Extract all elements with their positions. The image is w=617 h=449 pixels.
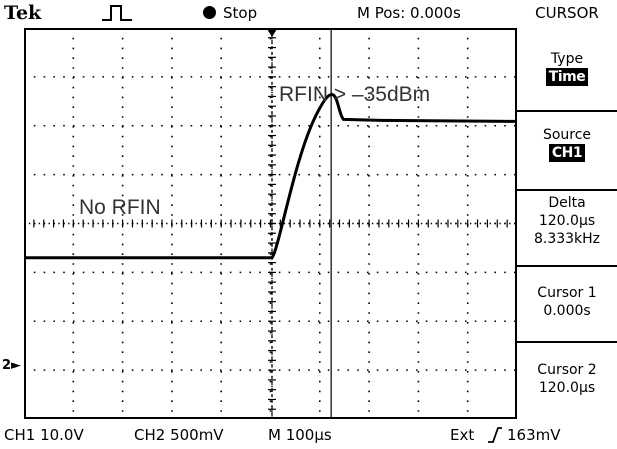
source-value: CH1 [548,144,586,162]
ch1-scale: CH1 10.0V [4,426,84,444]
delta-label: Delta [548,195,586,211]
menu-title: CURSOR [535,4,599,22]
type-value: Time [545,68,589,86]
timebase: M 100µs [268,426,332,444]
trigger-slope-icon [488,427,502,443]
delta-time: 120.0µs [538,213,596,229]
brand-logo: Tek [4,2,42,24]
delta-frequency: 8.333kHz [533,231,601,247]
waveform-display [24,28,517,419]
source-label: Source [542,127,592,143]
menu-divider [517,265,617,267]
center-axes [24,28,517,419]
menu-delta-readout: Delta 120.0µs 8.333kHz [517,194,617,248]
status-bar: Tek Stop M Pos: 0.000s CURSOR [0,0,617,28]
horizontal-position: M Pos: 0.000s [357,4,461,22]
trigger-level: 163mV [507,426,561,444]
side-menu: Type Time Source CH1 Delta 120.0µs 8.333… [517,28,617,419]
menu-cursor1-button[interactable]: Cursor 1 0.000s [517,284,617,320]
acquisition-status: Stop [203,4,257,22]
menu-divider [517,341,617,343]
stop-indicator-icon [203,6,216,19]
menu-type-button[interactable]: Type Time [517,50,617,86]
cursor2-label: Cursor 2 [537,362,597,378]
menu-divider [517,110,617,112]
ch2-scale: CH2 500mV [134,426,224,444]
cursor1-label: Cursor 1 [537,285,597,301]
cursor1-value: 0.000s [543,303,591,319]
cursor2-value: 120.0µs [538,380,596,396]
bottom-status-bar: CH1 10.0V CH2 500mV M 100µs Ext 163mV [0,420,617,449]
annotation-rfin-high: RFIN > –35dBm [279,83,431,106]
menu-divider [517,189,617,191]
menu-cursor2-button[interactable]: Cursor 2 120.0µs [517,361,617,397]
channel-2-ground-marker: 2► [2,358,21,373]
trigger-source: Ext [450,426,475,444]
type-label: Type [550,51,584,67]
run-state-label: Stop [223,4,258,22]
channel-marker-label: 2 [2,358,12,373]
annotation-no-rfin: No RFIN [79,196,161,219]
trigger-position-marker [267,29,277,37]
menu-source-button[interactable]: Source CH1 [517,126,617,162]
waveform-trace [24,93,517,260]
marker-arrow-icon: ► [11,358,22,373]
trigger-edge-icon [102,5,132,21]
